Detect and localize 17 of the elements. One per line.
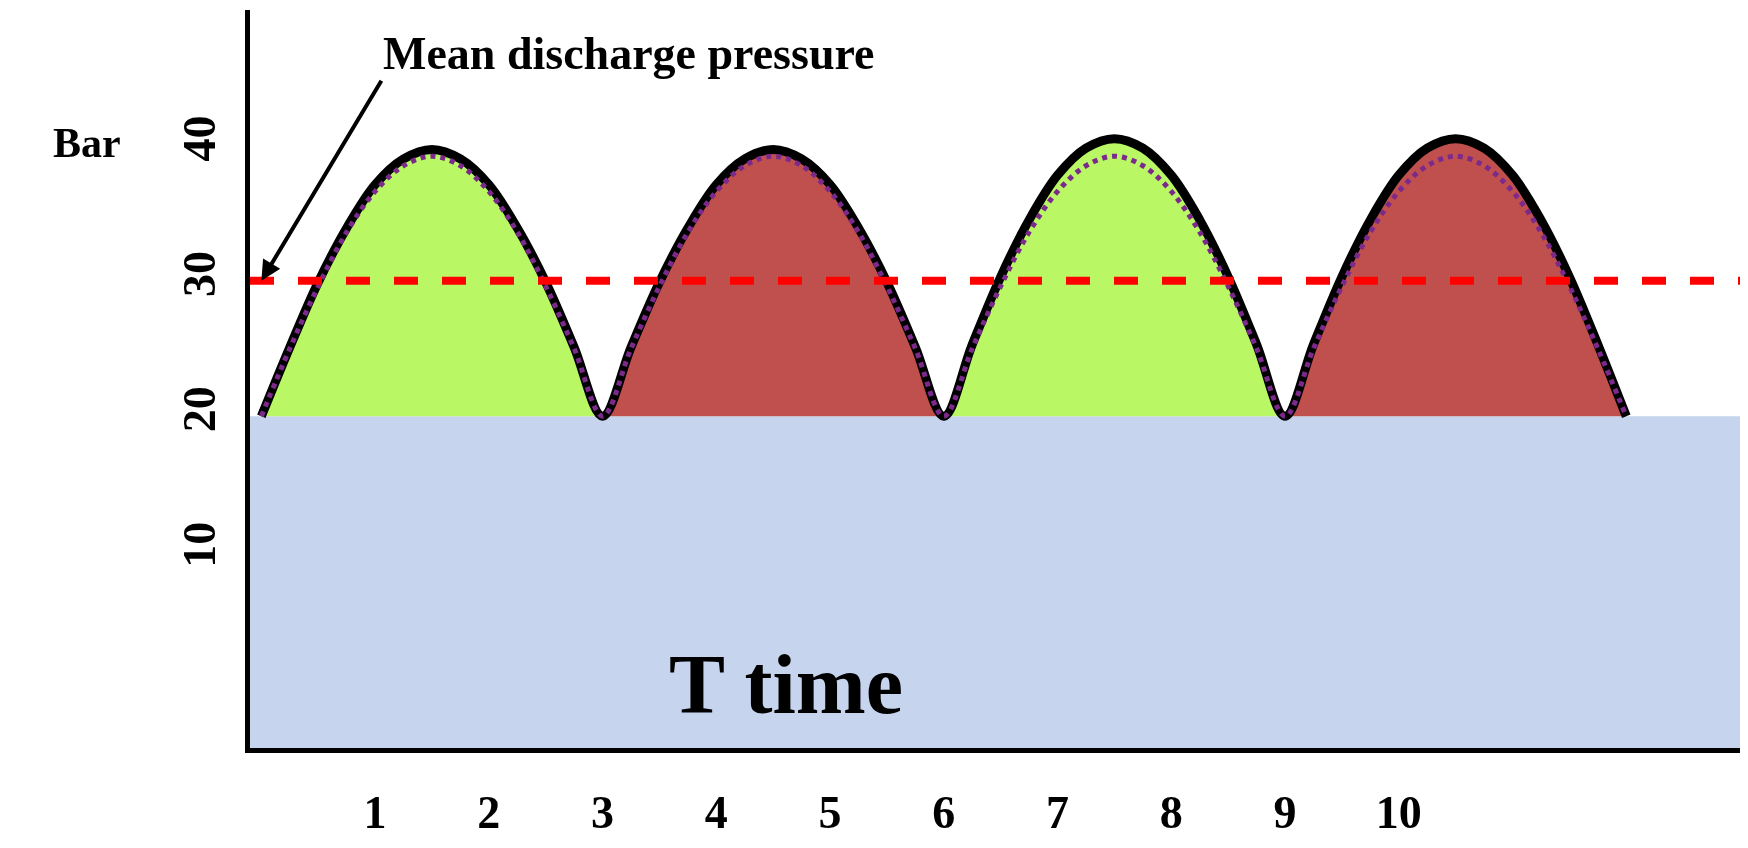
y-tick-label: 30 bbox=[173, 250, 225, 297]
x-tick-label: 6 bbox=[932, 787, 956, 839]
y-tick-label: 10 bbox=[173, 521, 225, 568]
y-axis-title: Bar bbox=[53, 120, 121, 166]
x-tick-label: 2 bbox=[477, 787, 501, 839]
x-axis-title: T time bbox=[669, 638, 904, 731]
x-tick-label: 8 bbox=[1159, 787, 1183, 839]
x-tick-label: 10 bbox=[1375, 787, 1422, 839]
x-tick-label: 1 bbox=[363, 787, 387, 839]
y-tick-label: 40 bbox=[173, 115, 225, 162]
x-tick-label: 9 bbox=[1273, 787, 1297, 839]
x-tick-label: 4 bbox=[704, 787, 728, 839]
annotation: Mean discharge pressure bbox=[383, 28, 875, 79]
y-tick-label: 20 bbox=[173, 386, 225, 433]
x-tick-label: 3 bbox=[591, 787, 615, 839]
x-tick-label: 5 bbox=[818, 787, 842, 839]
x-tick-label: 7 bbox=[1046, 787, 1070, 839]
